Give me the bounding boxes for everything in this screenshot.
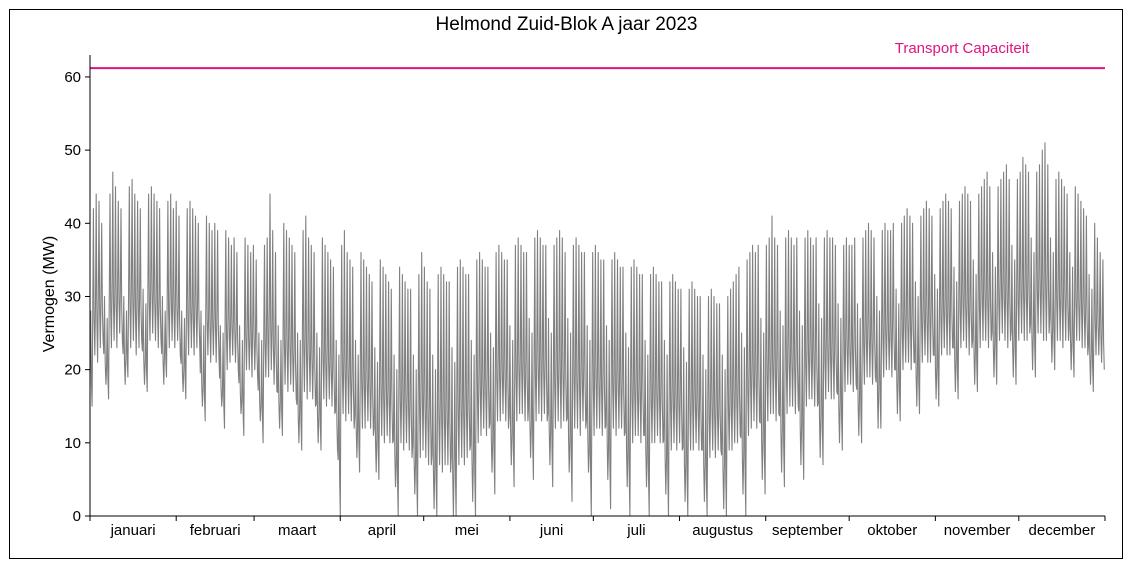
y-tick-label: 0 [73,508,81,525]
x-tick-label: januari [110,522,156,539]
chart-title: Helmond Zuid-Blok A jaar 2023 [435,14,698,35]
x-tick-label: maart [278,522,317,539]
y-tick-label: 10 [64,435,81,452]
x-tick-label: december [1029,522,1096,539]
series-line [89,142,1105,517]
x-tick-label: november [944,522,1011,539]
x-tick-label: juni [539,522,563,539]
y-tick-label: 30 [64,288,81,305]
x-tick-label: juli [626,522,645,539]
x-tick-label: oktober [867,522,917,539]
x-tick-label: september [772,522,843,539]
y-tick-label: 40 [64,215,81,232]
x-tick-label: mei [455,522,479,539]
x-tick-label: april [368,522,396,539]
x-tick-label: augustus [692,522,753,539]
y-tick-label: 60 [64,69,81,86]
x-tick-label: februari [190,522,241,539]
y-tick-label: 20 [64,362,81,379]
y-tick-label: 50 [64,142,81,159]
transport-capacity-label: Transport Capaciteit [895,40,1030,57]
